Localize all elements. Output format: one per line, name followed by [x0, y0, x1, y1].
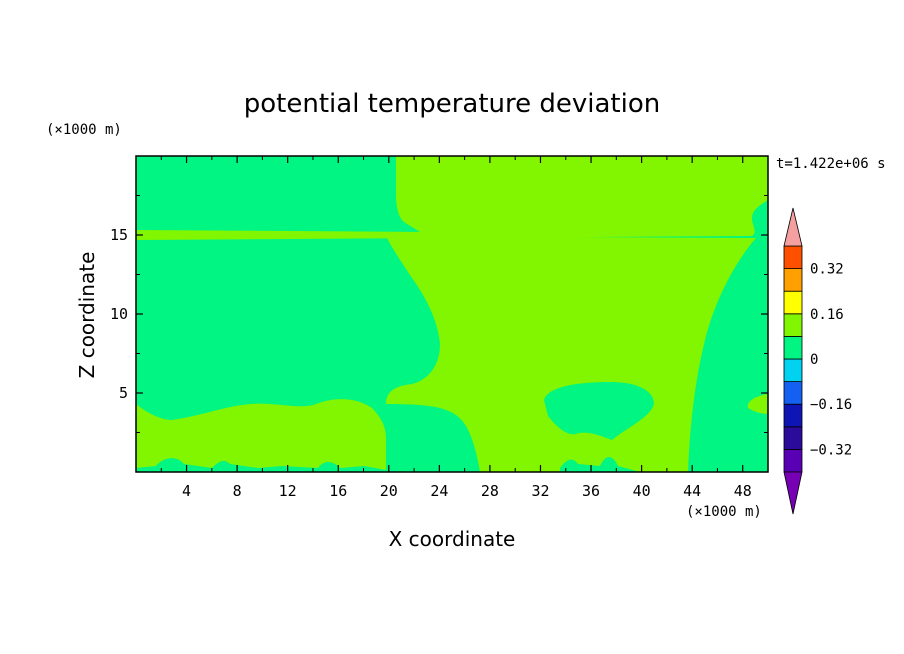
- x-unit-label: (×1000 m): [686, 504, 762, 520]
- colorbar-swatch: [783, 245, 803, 270]
- colorbar-swatch: [783, 403, 803, 428]
- y-tick-label: 15: [110, 226, 128, 244]
- y-unit-label: (×1000 m): [46, 122, 122, 138]
- time-label: t=1.422e+06 s: [776, 156, 886, 172]
- region-upper-right-positive: [396, 156, 768, 236]
- y-tick-label: 10: [110, 305, 128, 323]
- x-tick-label: 44: [683, 482, 701, 500]
- x-axis-label: X coordinate: [389, 527, 516, 551]
- x-axis-ticks: 4 8 12 16 20 24 28 32 36 40 44 48: [160, 156, 752, 500]
- x-tick-label: 8: [233, 482, 242, 500]
- colorbar-swatch: [783, 381, 803, 405]
- colorbar-swatch: [783, 313, 803, 337]
- colorbar-over-triangle: [783, 207, 803, 247]
- colorbar-under-triangle: [783, 471, 803, 515]
- x-tick-label: 12: [279, 482, 297, 500]
- x-tick-label: 48: [734, 482, 752, 500]
- colorbar-swatch: [783, 268, 803, 292]
- x-tick-label: 20: [380, 482, 398, 500]
- colorbar-tick-label: −0.32: [810, 442, 852, 458]
- x-tick-label: 36: [582, 482, 600, 500]
- colorbar-swatch: [783, 448, 803, 473]
- colorbar: 0.32 0.16 0 −0.16 −0.32: [783, 207, 852, 515]
- plot-area: [136, 156, 768, 472]
- colorbar-swatch: [783, 426, 803, 450]
- region-band-z15: [136, 230, 748, 240]
- colorbar-swatch: [783, 290, 803, 315]
- y-axis-ticks: 5 10 15: [110, 195, 768, 433]
- x-tick-label: 24: [430, 482, 448, 500]
- region-bottom-left-positive: [136, 399, 386, 472]
- x-tick-label: 28: [481, 482, 499, 500]
- region-center-negative-blob: [544, 382, 654, 440]
- colorbar-tick-label: 0.16: [810, 307, 844, 323]
- x-tick-label: 40: [633, 482, 651, 500]
- colorbar-tick-label: −0.16: [810, 397, 852, 413]
- x-tick-label: 4: [182, 482, 191, 500]
- region-ground-pockets-right: [560, 457, 640, 472]
- colorbar-tick-label: 0.32: [810, 262, 844, 278]
- region-ground-pockets: [136, 458, 386, 472]
- colorbar-swatch: [783, 358, 803, 383]
- x-tick-label: 16: [329, 482, 347, 500]
- region-right-lobe: [747, 394, 768, 414]
- region-center-positive: [386, 236, 756, 472]
- chart-title: potential temperature deviation: [244, 89, 660, 119]
- y-tick-label: 5: [119, 384, 128, 402]
- colorbar-swatch: [783, 335, 803, 360]
- y-axis-label: Z coordinate: [75, 252, 99, 379]
- x-tick-label: 32: [531, 482, 549, 500]
- colorbar-tick-label: 0: [810, 352, 818, 368]
